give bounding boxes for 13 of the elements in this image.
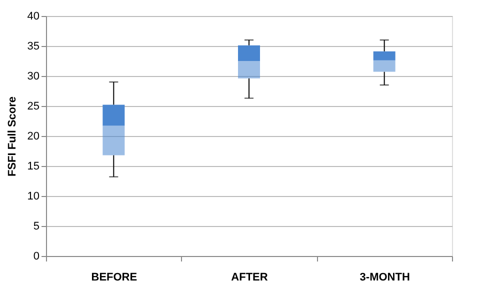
x-tick-label: AFTER: [231, 272, 268, 284]
y-tick-label: 30: [27, 70, 40, 82]
y-tick-label: 20: [27, 130, 40, 142]
y-tick-label: 25: [27, 100, 40, 112]
x-tick-label: BEFORE: [91, 272, 138, 284]
y-axis-title: FSFI Full Score: [6, 96, 18, 177]
y-tick-label: 0: [33, 250, 40, 262]
x-tick-label: 3-MONTH: [360, 272, 410, 284]
y-tick-label: 10: [27, 190, 40, 202]
y-tick-label: 40: [27, 10, 40, 22]
y-tick-label: 15: [27, 160, 40, 172]
y-tick-label: 35: [27, 40, 40, 52]
y-tick-label: 5: [33, 220, 40, 232]
